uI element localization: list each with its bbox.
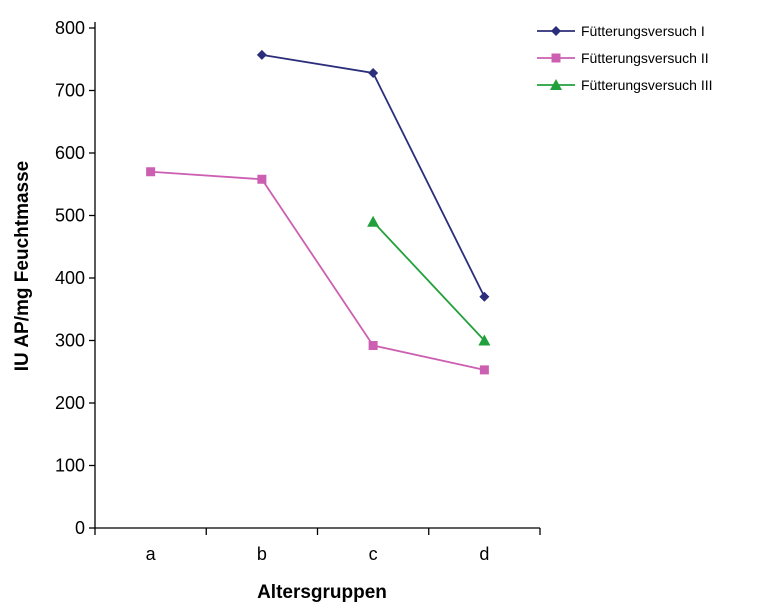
legend-marker	[551, 53, 561, 63]
axes: 0 100 200 300 400 500 600 700 800 a b c d	[55, 18, 541, 564]
data-point	[368, 68, 379, 78]
legend-label: Fütterungsversuch II	[581, 50, 709, 66]
legend: Fütterungsversuch I Fütterungsversuch II F…	[537, 23, 713, 93]
data-point	[478, 334, 491, 346]
legend-entry: Fütterungsversuch III	[537, 77, 713, 93]
data-point	[367, 215, 380, 227]
series-2	[146, 167, 489, 375]
y-tick-label: 100	[55, 456, 85, 476]
x-tick-label: d	[479, 544, 489, 564]
series-line	[150, 170, 485, 371]
legend-entry: Fütterungsversuch II	[537, 50, 709, 66]
y-tick-label: 300	[55, 331, 85, 351]
data-point	[146, 167, 156, 177]
data-point	[479, 291, 490, 302]
legend-marker	[550, 79, 562, 90]
x-axis-title: Altersgruppen	[257, 582, 387, 603]
x-tick-label: c	[369, 544, 378, 564]
y-tick-label: 600	[55, 143, 85, 163]
legend-marker	[551, 26, 561, 36]
data-point	[368, 341, 378, 350]
y-tick-label: 200	[55, 393, 85, 413]
data-point	[256, 49, 267, 60]
series-line	[261, 53, 486, 298]
series-line	[372, 221, 486, 342]
series-layer	[146, 49, 491, 375]
legend-label: Fütterungsversuch I	[581, 23, 705, 39]
data-point	[257, 174, 267, 184]
x-tick-label: a	[146, 544, 157, 564]
y-tick-label: 400	[55, 268, 85, 288]
series-1	[256, 49, 490, 302]
legend-entry: Fütterungsversuch I	[537, 23, 705, 39]
y-tick-label: 0	[75, 518, 85, 538]
data-point	[479, 365, 489, 375]
y-tick-label: 700	[55, 81, 85, 101]
y-axis-title: IU AP/mg Feuchtmasse	[12, 161, 33, 371]
x-tick-label: b	[257, 544, 267, 564]
y-tick-label: 500	[55, 206, 85, 226]
series-3	[367, 215, 491, 346]
y-tick-label: 800	[55, 18, 85, 38]
legend-label: Fütterungsversuch III	[581, 77, 713, 93]
